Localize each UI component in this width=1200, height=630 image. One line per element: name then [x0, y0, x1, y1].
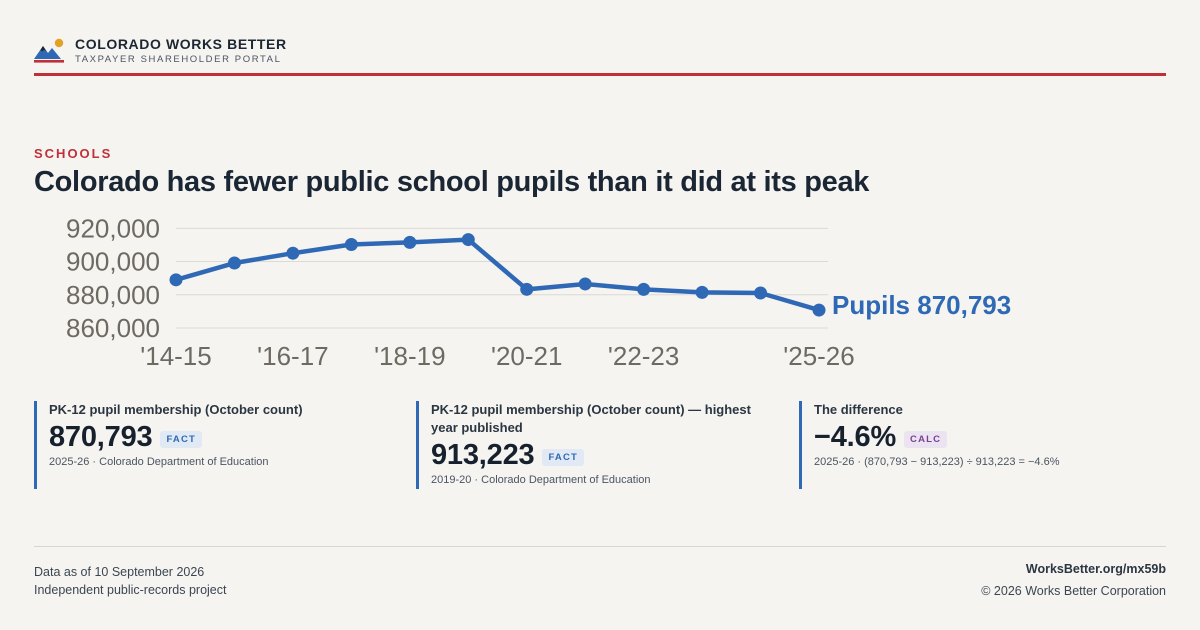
stat-card-value: 913,223: [431, 439, 535, 471]
mountain-logo-icon: [34, 38, 64, 63]
fact-badge: FACT: [542, 448, 585, 466]
section-kicker: SCHOOLS: [34, 146, 113, 161]
calc-badge: CALC: [904, 430, 948, 448]
data-point: [227, 256, 241, 270]
data-point: [637, 282, 651, 296]
headline: Colorado has fewer public school pupils …: [34, 166, 870, 198]
stat-card-label: PK-12 pupil membership (October count) —…: [431, 402, 751, 435]
stat-card-current: PK-12 pupil membership (October count) 8…: [34, 401, 394, 489]
stat-card-source: 2019-20 · Colorado Department of Educati…: [431, 474, 651, 486]
data-point: [812, 303, 826, 317]
stat-card-label: PK-12 pupil membership (October count): [49, 402, 303, 417]
stat-card-value: 870,793: [49, 421, 153, 453]
header-divider: [34, 73, 1166, 76]
footer-right: WorksBetter.org/mx59b © 2026 Works Bette…: [981, 558, 1166, 602]
data-point: [286, 246, 300, 260]
stat-cards: PK-12 pupil membership (October count) 8…: [34, 401, 1166, 491]
stat-card-source: 2025-26 · Colorado Department of Educati…: [49, 456, 269, 468]
project-note: Independent public-records project: [34, 583, 227, 597]
y-tick-label: 900,000: [66, 247, 160, 277]
stat-card-value: −4.6%: [814, 421, 897, 453]
brand-subtitle: TAXPAYER SHAREHOLDER PORTAL: [75, 54, 282, 65]
data-point: [695, 285, 709, 299]
footer-left: Data as of 10 September 2026 Independent…: [34, 563, 226, 599]
copyright: © 2026 Works Better Corporation: [981, 584, 1166, 598]
brand-text: COLORADO WORKS BETTER TAXPAYER SHAREHOLD…: [75, 36, 287, 65]
x-tick-label: '20-21: [491, 341, 562, 371]
x-tick-label: '18-19: [374, 341, 445, 371]
brand-title: COLORADO WORKS BETTER: [75, 36, 287, 52]
y-tick-label: 920,000: [66, 213, 160, 243]
y-tick-label: 860,000: [66, 313, 160, 343]
x-tick-label: '16-17: [257, 341, 328, 371]
stat-card-difference: The difference −4.6% CALC 2025-26 · (870…: [799, 401, 1166, 489]
stat-card-label: The difference: [814, 402, 903, 417]
data-point: [520, 282, 534, 296]
x-tick-label: '25-26: [783, 341, 854, 371]
series-line-pupils: [173, 237, 822, 313]
data-point: [754, 286, 768, 300]
data-point: [403, 235, 417, 249]
x-tick-label: '22-23: [608, 341, 679, 371]
x-tick-label: '14-15: [140, 341, 211, 371]
stat-card-peak: PK-12 pupil membership (October count) —…: [416, 401, 776, 489]
series-end-label: Pupils 870,793: [832, 290, 1011, 320]
share-link[interactable]: WorksBetter.org/mx59b: [1025, 562, 1166, 576]
brand-header: COLORADO WORKS BETTER TAXPAYER SHAREHOLD…: [34, 36, 287, 65]
data-point: [461, 233, 475, 247]
y-tick-label: 880,000: [66, 280, 160, 310]
data-as-of: Data as of 10 September 2026: [34, 565, 205, 579]
fact-badge: FACT: [160, 430, 203, 448]
data-point: [344, 237, 358, 251]
footer-divider: [34, 546, 1166, 547]
data-point: [169, 273, 183, 287]
stat-card-source: 2025-26 · (870,793 − 913,223) ÷ 913,223 …: [814, 456, 1060, 468]
data-point: [578, 277, 592, 291]
